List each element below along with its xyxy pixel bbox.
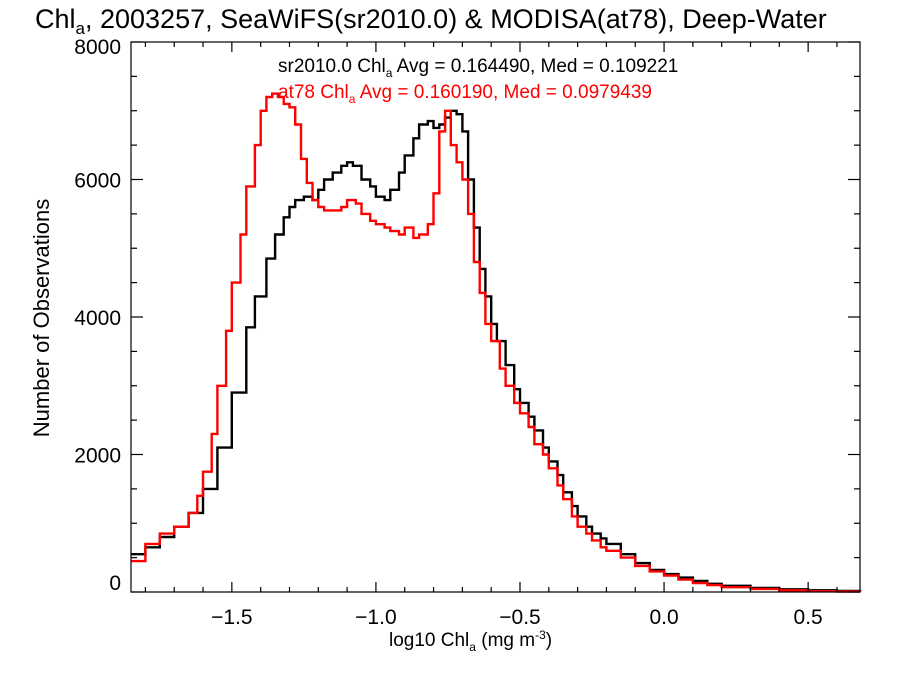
y-tick-label: 4000 bbox=[74, 307, 121, 330]
annotation-black-prefix: sr2010.0 Chl bbox=[278, 56, 386, 77]
plot-frame bbox=[130, 41, 861, 593]
x-tick-label: 0.0 bbox=[649, 606, 678, 629]
y-tick-label: 8000 bbox=[74, 36, 121, 59]
chart-title-rest: , 2003257, SeaWiFS(sr2010.0) & MODISA(at… bbox=[85, 4, 827, 34]
y-axis-label: Number of Observations bbox=[29, 199, 54, 437]
chart-title: Chla, 2003257, SeaWiFS(sr2010.0) & MODIS… bbox=[35, 4, 827, 38]
x-axis-label: log10 Chla (mg m-3) bbox=[389, 628, 552, 654]
x-axis-label-unit: (mg m bbox=[476, 630, 535, 651]
x-tick-label: −1.5 bbox=[211, 606, 252, 629]
y-tick-label: 0 bbox=[109, 572, 121, 595]
x-axis-label-main: log10 Chl bbox=[389, 630, 469, 651]
series-layer bbox=[131, 92, 862, 593]
y-tick-label: 6000 bbox=[74, 170, 121, 193]
histogram-series-black bbox=[131, 109, 862, 593]
x-tick-label: −0.5 bbox=[499, 606, 540, 629]
annotation-red-suffix: Avg = 0.160190, Med = 0.0979439 bbox=[355, 82, 652, 103]
chart-title-subscript: a bbox=[76, 19, 86, 38]
annotation-black: sr2010.0 Chla Avg = 0.164490, Med = 0.10… bbox=[278, 56, 678, 80]
x-tick-label: 0.5 bbox=[794, 606, 823, 629]
x-axis-label-subscript: a bbox=[469, 640, 476, 654]
chart-title-main: Chl bbox=[35, 4, 76, 34]
annotation-black-subscript: a bbox=[386, 66, 393, 80]
annotation-black-suffix: Avg = 0.164490, Med = 0.109221 bbox=[392, 56, 678, 77]
histogram-series-red bbox=[131, 92, 862, 593]
annotation-red-subscript: a bbox=[349, 92, 356, 106]
ticks-layer: −1.5 −1.0 −0.5 0.0 0.5 0 2000 4000 6000 8000 bbox=[74, 36, 860, 629]
annotation-red-prefix: at78 Chl bbox=[278, 82, 349, 103]
x-axis-label-superscript: -3 bbox=[535, 628, 546, 642]
x-tick-label: −1.0 bbox=[355, 606, 396, 629]
annotation-red: at78 Chla Avg = 0.160190, Med = 0.097943… bbox=[278, 82, 652, 106]
y-tick-label: 2000 bbox=[74, 445, 121, 468]
x-axis-label-close: ) bbox=[546, 630, 552, 651]
